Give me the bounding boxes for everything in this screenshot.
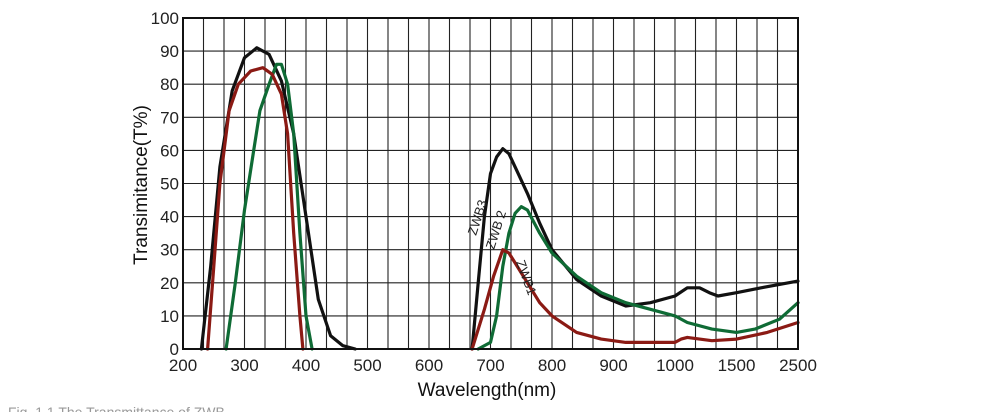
y-tick-label: 70 (160, 108, 179, 127)
x-tick-label: 400 (292, 356, 320, 375)
x-tick-label: 600 (415, 356, 443, 375)
y-axis-title: Transimitance(T%) (131, 105, 152, 265)
y-tick-label: 20 (160, 274, 179, 293)
y-tick-label: 10 (160, 307, 179, 326)
x-tick-label: 500 (353, 356, 381, 375)
series-label-zwb2: ZWB 2 (483, 209, 510, 251)
y-tick-label: 50 (160, 175, 179, 194)
x-tick-label: 300 (230, 356, 258, 375)
plot-frame (182, 17, 799, 350)
y-tick-label: 100 (151, 9, 179, 28)
x-tick-label: 200 (169, 356, 197, 375)
x-tick-label: 700 (476, 356, 504, 375)
x-tick-label: 1000 (656, 356, 694, 375)
x-tick-label: 1500 (718, 356, 756, 375)
tick-layer: 200 300 400 500 600 700 800 900 1000 1500 2500 0 10 2… (151, 9, 817, 375)
series-line-zwb2-part-1 (224, 62, 314, 351)
x-tick-label: 800 (538, 356, 566, 375)
series-label-zwb3: ZWB3 (465, 198, 490, 237)
x-axis-title: Wavelength(nm) (418, 380, 557, 401)
figure-caption-partial: Fig. 1.1 The Transmittance of ZWB (8, 404, 225, 412)
x-tick-label: 2500 (779, 356, 817, 375)
series-line-zwb1-part-1 (206, 66, 305, 351)
frame-layer (182, 17, 799, 350)
y-tick-label: 30 (160, 241, 179, 260)
y-tick-label: 90 (160, 42, 179, 61)
series-label-zwb1: ZWB1 (513, 258, 539, 297)
y-tick-label: 0 (170, 340, 179, 359)
series-layer (199, 46, 800, 351)
series-line-zwb1-part-2 (470, 248, 800, 351)
series-line-zwb3-part-2 (470, 147, 800, 351)
y-tick-label: 60 (160, 141, 179, 160)
y-tick-label: 40 (160, 208, 179, 227)
x-tick-label: 900 (599, 356, 627, 375)
series-line-zwb2-part-2 (476, 205, 800, 351)
y-tick-label: 80 (160, 75, 179, 94)
